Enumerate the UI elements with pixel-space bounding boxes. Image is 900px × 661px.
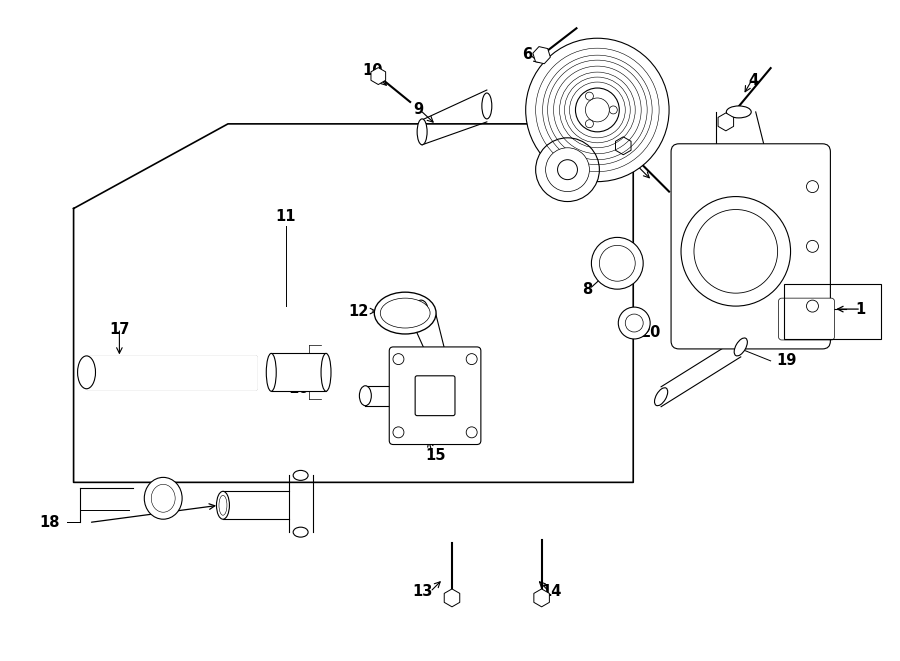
Ellipse shape <box>144 477 182 519</box>
Circle shape <box>557 160 578 180</box>
Polygon shape <box>74 124 634 483</box>
FancyBboxPatch shape <box>271 354 326 391</box>
Circle shape <box>545 148 590 192</box>
Text: 8: 8 <box>582 282 592 297</box>
Text: 14: 14 <box>542 584 562 600</box>
Circle shape <box>466 354 477 365</box>
Circle shape <box>526 38 669 182</box>
Ellipse shape <box>77 356 95 389</box>
Circle shape <box>609 106 617 114</box>
FancyBboxPatch shape <box>390 347 481 444</box>
Text: 15: 15 <box>425 448 446 463</box>
Ellipse shape <box>219 495 227 515</box>
Circle shape <box>575 88 619 132</box>
Ellipse shape <box>417 119 428 145</box>
Text: 17: 17 <box>109 321 130 336</box>
Circle shape <box>681 196 790 306</box>
Circle shape <box>466 427 477 438</box>
Circle shape <box>393 354 404 365</box>
Ellipse shape <box>374 292 436 334</box>
Ellipse shape <box>293 471 308 481</box>
Circle shape <box>694 210 778 293</box>
Text: 10: 10 <box>362 63 382 77</box>
Ellipse shape <box>381 298 430 328</box>
Text: 12: 12 <box>348 303 369 319</box>
Ellipse shape <box>266 354 276 391</box>
Ellipse shape <box>217 491 230 519</box>
Ellipse shape <box>599 245 635 281</box>
Ellipse shape <box>618 307 650 339</box>
FancyBboxPatch shape <box>74 208 634 483</box>
FancyBboxPatch shape <box>415 376 455 416</box>
Text: 4: 4 <box>749 73 759 87</box>
Ellipse shape <box>626 314 644 332</box>
Text: 1: 1 <box>855 301 866 317</box>
Ellipse shape <box>654 388 668 406</box>
Circle shape <box>806 180 818 192</box>
Ellipse shape <box>734 338 747 356</box>
Text: 18: 18 <box>40 515 60 529</box>
FancyBboxPatch shape <box>778 298 834 340</box>
Ellipse shape <box>726 106 752 118</box>
Ellipse shape <box>321 354 331 391</box>
Circle shape <box>585 92 593 100</box>
Ellipse shape <box>482 93 491 119</box>
Text: 13: 13 <box>412 584 432 600</box>
Ellipse shape <box>293 527 308 537</box>
Text: 19: 19 <box>777 354 797 368</box>
Ellipse shape <box>359 386 372 406</box>
Circle shape <box>536 137 599 202</box>
Text: 7: 7 <box>566 152 577 167</box>
Text: 20: 20 <box>641 325 662 340</box>
Circle shape <box>585 98 609 122</box>
Circle shape <box>393 427 404 438</box>
Text: 20: 20 <box>153 503 174 518</box>
Text: 3: 3 <box>629 156 639 171</box>
FancyBboxPatch shape <box>671 144 831 349</box>
Text: 11: 11 <box>275 209 296 224</box>
Circle shape <box>806 300 818 312</box>
Ellipse shape <box>591 237 644 289</box>
Circle shape <box>585 120 593 128</box>
Text: 16: 16 <box>289 381 309 396</box>
Text: 6: 6 <box>523 47 533 61</box>
Ellipse shape <box>151 485 176 512</box>
Ellipse shape <box>414 300 428 322</box>
Text: 5: 5 <box>529 126 540 141</box>
Text: 2: 2 <box>798 311 808 327</box>
Text: 9: 9 <box>413 102 423 118</box>
Circle shape <box>806 241 818 253</box>
